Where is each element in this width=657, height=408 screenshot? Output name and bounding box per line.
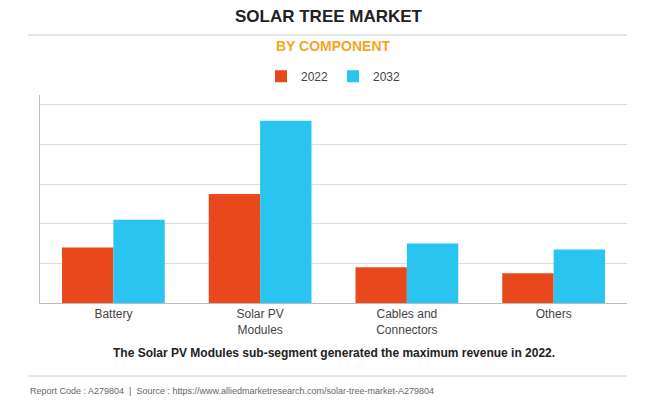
svg-text:Others: Others (536, 307, 572, 321)
svg-text:BY COMPONENT: BY COMPONENT (276, 38, 391, 54)
svg-text:The Solar PV Modules sub-segme: The Solar PV Modules sub-segment generat… (113, 346, 555, 360)
svg-text:2022: 2022 (301, 70, 328, 84)
svg-text:2032: 2032 (373, 70, 400, 84)
svg-text:SOLAR TREE MARKET: SOLAR TREE MARKET (235, 7, 423, 26)
svg-text:Cables andConnectors: Cables andConnectors (376, 307, 437, 337)
svg-text:Report Code : A279804 | Sour: Report Code : A279804 | Source : https:/… (30, 386, 434, 396)
svg-text:Battery: Battery (94, 307, 132, 321)
svg-text:Solar PVModules: Solar PVModules (236, 307, 283, 337)
